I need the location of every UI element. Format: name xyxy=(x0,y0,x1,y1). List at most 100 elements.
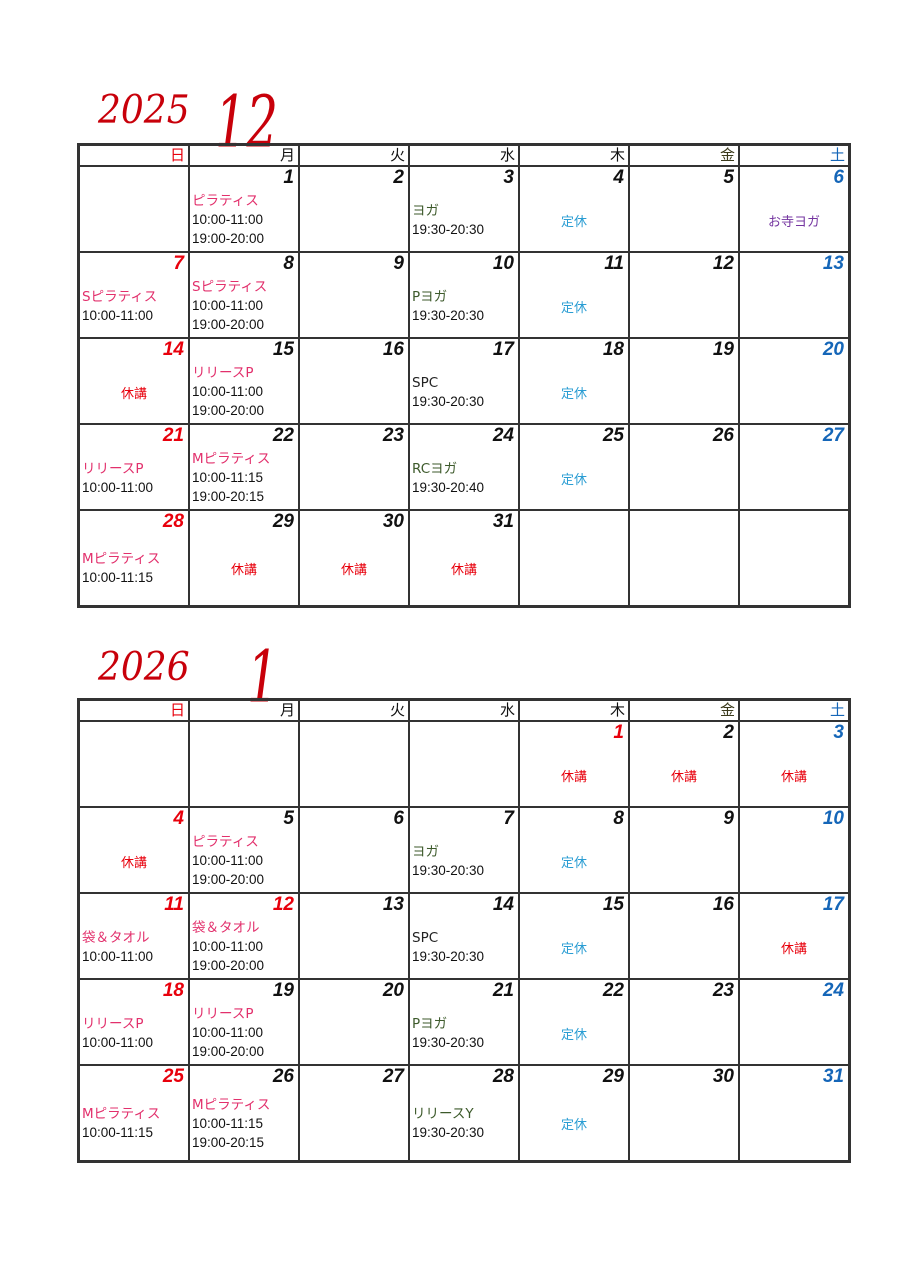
weekday-header: 日月火水木金土 xyxy=(77,698,851,722)
day-number: 21 xyxy=(162,425,184,446)
day-note: 定休 xyxy=(560,1027,587,1043)
day-number: 3 xyxy=(503,167,514,188)
class-label: Sピラティス xyxy=(192,279,268,295)
class-label: ヨガ xyxy=(412,843,439,860)
day-number: 31 xyxy=(822,1066,844,1087)
class-time: 19:30-20:30 xyxy=(412,221,485,237)
weekday-label: 火 xyxy=(298,143,410,167)
day-number: 1 xyxy=(613,722,624,743)
day-number: 21 xyxy=(492,980,514,1001)
class-label: Mピラティス xyxy=(82,1106,161,1123)
day-cell: 22 定休 xyxy=(518,978,630,1066)
class-label: Sピラティス xyxy=(82,288,158,305)
day-number: 26 xyxy=(712,425,734,446)
weekday-label: 金 xyxy=(628,143,740,167)
class-time: 19:30-20:30 xyxy=(412,1034,485,1050)
day-note: 休講 xyxy=(340,563,367,579)
day-number: 1 xyxy=(283,167,294,188)
day-number: 17 xyxy=(822,894,844,915)
class-time: 10:00-11:00 xyxy=(82,307,154,323)
week-row: 21 リリースP 10:00-11:00 22 Mピラティス 10:00-11:15 19:… xyxy=(77,423,851,511)
day-cell xyxy=(188,720,300,808)
class-label: ヨガ xyxy=(412,202,439,219)
class-time: 19:00-20:00 xyxy=(192,231,265,246)
day-cell: 17 SPC 19:30-20:30 xyxy=(408,337,520,425)
day-number: 6 xyxy=(833,167,844,188)
day-number: 23 xyxy=(382,425,404,446)
class-label: Mピラティス xyxy=(82,551,161,568)
day-note: 定休 xyxy=(560,214,587,230)
day-number: 13 xyxy=(822,253,844,274)
class-time: 19:30-20:30 xyxy=(412,862,485,878)
class-label: リリースP xyxy=(82,1015,144,1032)
day-number: 9 xyxy=(723,808,734,829)
class-time: 19:30-20:40 xyxy=(412,479,485,495)
day-number: 10 xyxy=(492,253,514,274)
day-cell: 29 休講 xyxy=(188,509,300,607)
day-cell: 27 xyxy=(298,1064,410,1162)
day-number: 11 xyxy=(164,894,184,915)
class-time: 10:00-11:15 xyxy=(82,1125,154,1141)
day-number: 29 xyxy=(602,1066,624,1087)
day-cell: 26 Mピラティス 10:00-11:15 19:00-20:15 xyxy=(188,1064,300,1162)
week-row: 4 休講 5 ピラティス 10:00-11:00 19:00-20:00 6 7 ヨガ 19:30… xyxy=(77,806,851,894)
day-cell xyxy=(298,720,410,808)
day-cell: 8 Sピラティス 10:00-11:00 19:00-20:00 xyxy=(188,251,300,339)
day-number: 13 xyxy=(382,894,404,915)
class-time: 19:00-20:00 xyxy=(192,872,265,887)
day-note: 定休 xyxy=(560,1118,587,1134)
day-cell: 13 xyxy=(738,251,851,339)
day-cell xyxy=(77,165,190,253)
day-number: 12 xyxy=(272,894,294,915)
class-label: Mピラティス xyxy=(192,451,271,467)
day-number: 10 xyxy=(822,808,844,829)
day-note: 休講 xyxy=(450,563,477,579)
day-number: 5 xyxy=(723,167,734,188)
calendar-grid: 日月火水木金土 1 ピラティス 10:00-11:00 19:00-20:00 2 3 ヨガ 1… xyxy=(77,143,851,608)
week-row: 7 Sピラティス 10:00-11:00 8 Sピラティス 10:00-11:00 19:0… xyxy=(77,251,851,339)
class-time: 10:00-11:00 xyxy=(192,212,264,227)
class-time: 10:00-11:00 xyxy=(82,1034,154,1050)
day-cell: 24 xyxy=(738,978,851,1066)
class-time: 19:30-20:30 xyxy=(412,307,485,323)
day-number: 25 xyxy=(162,1066,184,1087)
class-label: SPC xyxy=(412,374,439,391)
day-note: 定休 xyxy=(560,855,587,871)
day-cell: 11 定休 xyxy=(518,251,630,339)
class-time: 19:00-20:15 xyxy=(192,1134,265,1150)
day-number: 8 xyxy=(283,253,294,274)
day-cell: 5 ピラティス 10:00-11:00 19:00-20:00 xyxy=(188,806,300,894)
class-time: 19:00-20:15 xyxy=(192,489,265,504)
day-cell: 25 Mピラティス 10:00-11:15 xyxy=(77,1064,190,1162)
day-cell: 15 定休 xyxy=(518,892,630,980)
day-cell: 19 リリースP 10:00-11:00 19:00-20:00 xyxy=(188,978,300,1066)
day-cell: 21 Pヨガ 19:30-20:30 xyxy=(408,978,520,1066)
day-number: 14 xyxy=(162,339,184,360)
day-cell: 7 ヨガ 19:30-20:30 xyxy=(408,806,520,894)
day-number: 8 xyxy=(613,808,624,829)
day-cell: 9 xyxy=(628,806,740,894)
day-number: 6 xyxy=(393,808,404,829)
class-label: Pヨガ xyxy=(412,288,448,305)
day-cell: 11 袋＆タオル 10:00-11:00 xyxy=(77,892,190,980)
day-cell xyxy=(77,720,190,808)
weekday-label: 金 xyxy=(628,698,740,722)
day-cell: 3 ヨガ 19:30-20:30 xyxy=(408,165,520,253)
class-time: 10:00-11:00 xyxy=(192,1025,264,1040)
class-time: 19:00-20:00 xyxy=(192,403,265,418)
day-cell: 8 定休 xyxy=(518,806,630,894)
day-note: 休講 xyxy=(120,855,147,871)
day-number: 23 xyxy=(712,980,734,1001)
day-cell: 1 休講 xyxy=(518,720,630,808)
day-cell: 5 xyxy=(628,165,740,253)
day-number: 30 xyxy=(382,511,404,532)
day-note: 定休 xyxy=(560,472,587,488)
weekday-label: 木 xyxy=(518,698,630,722)
day-number: 9 xyxy=(393,253,404,274)
day-number: 16 xyxy=(382,339,404,360)
class-time: 19:00-20:00 xyxy=(192,317,265,332)
class-label: 袋＆タオル xyxy=(82,929,150,946)
day-cell: 30 xyxy=(628,1064,740,1162)
day-note: 休講 xyxy=(560,769,587,785)
day-number: 27 xyxy=(382,1066,404,1087)
